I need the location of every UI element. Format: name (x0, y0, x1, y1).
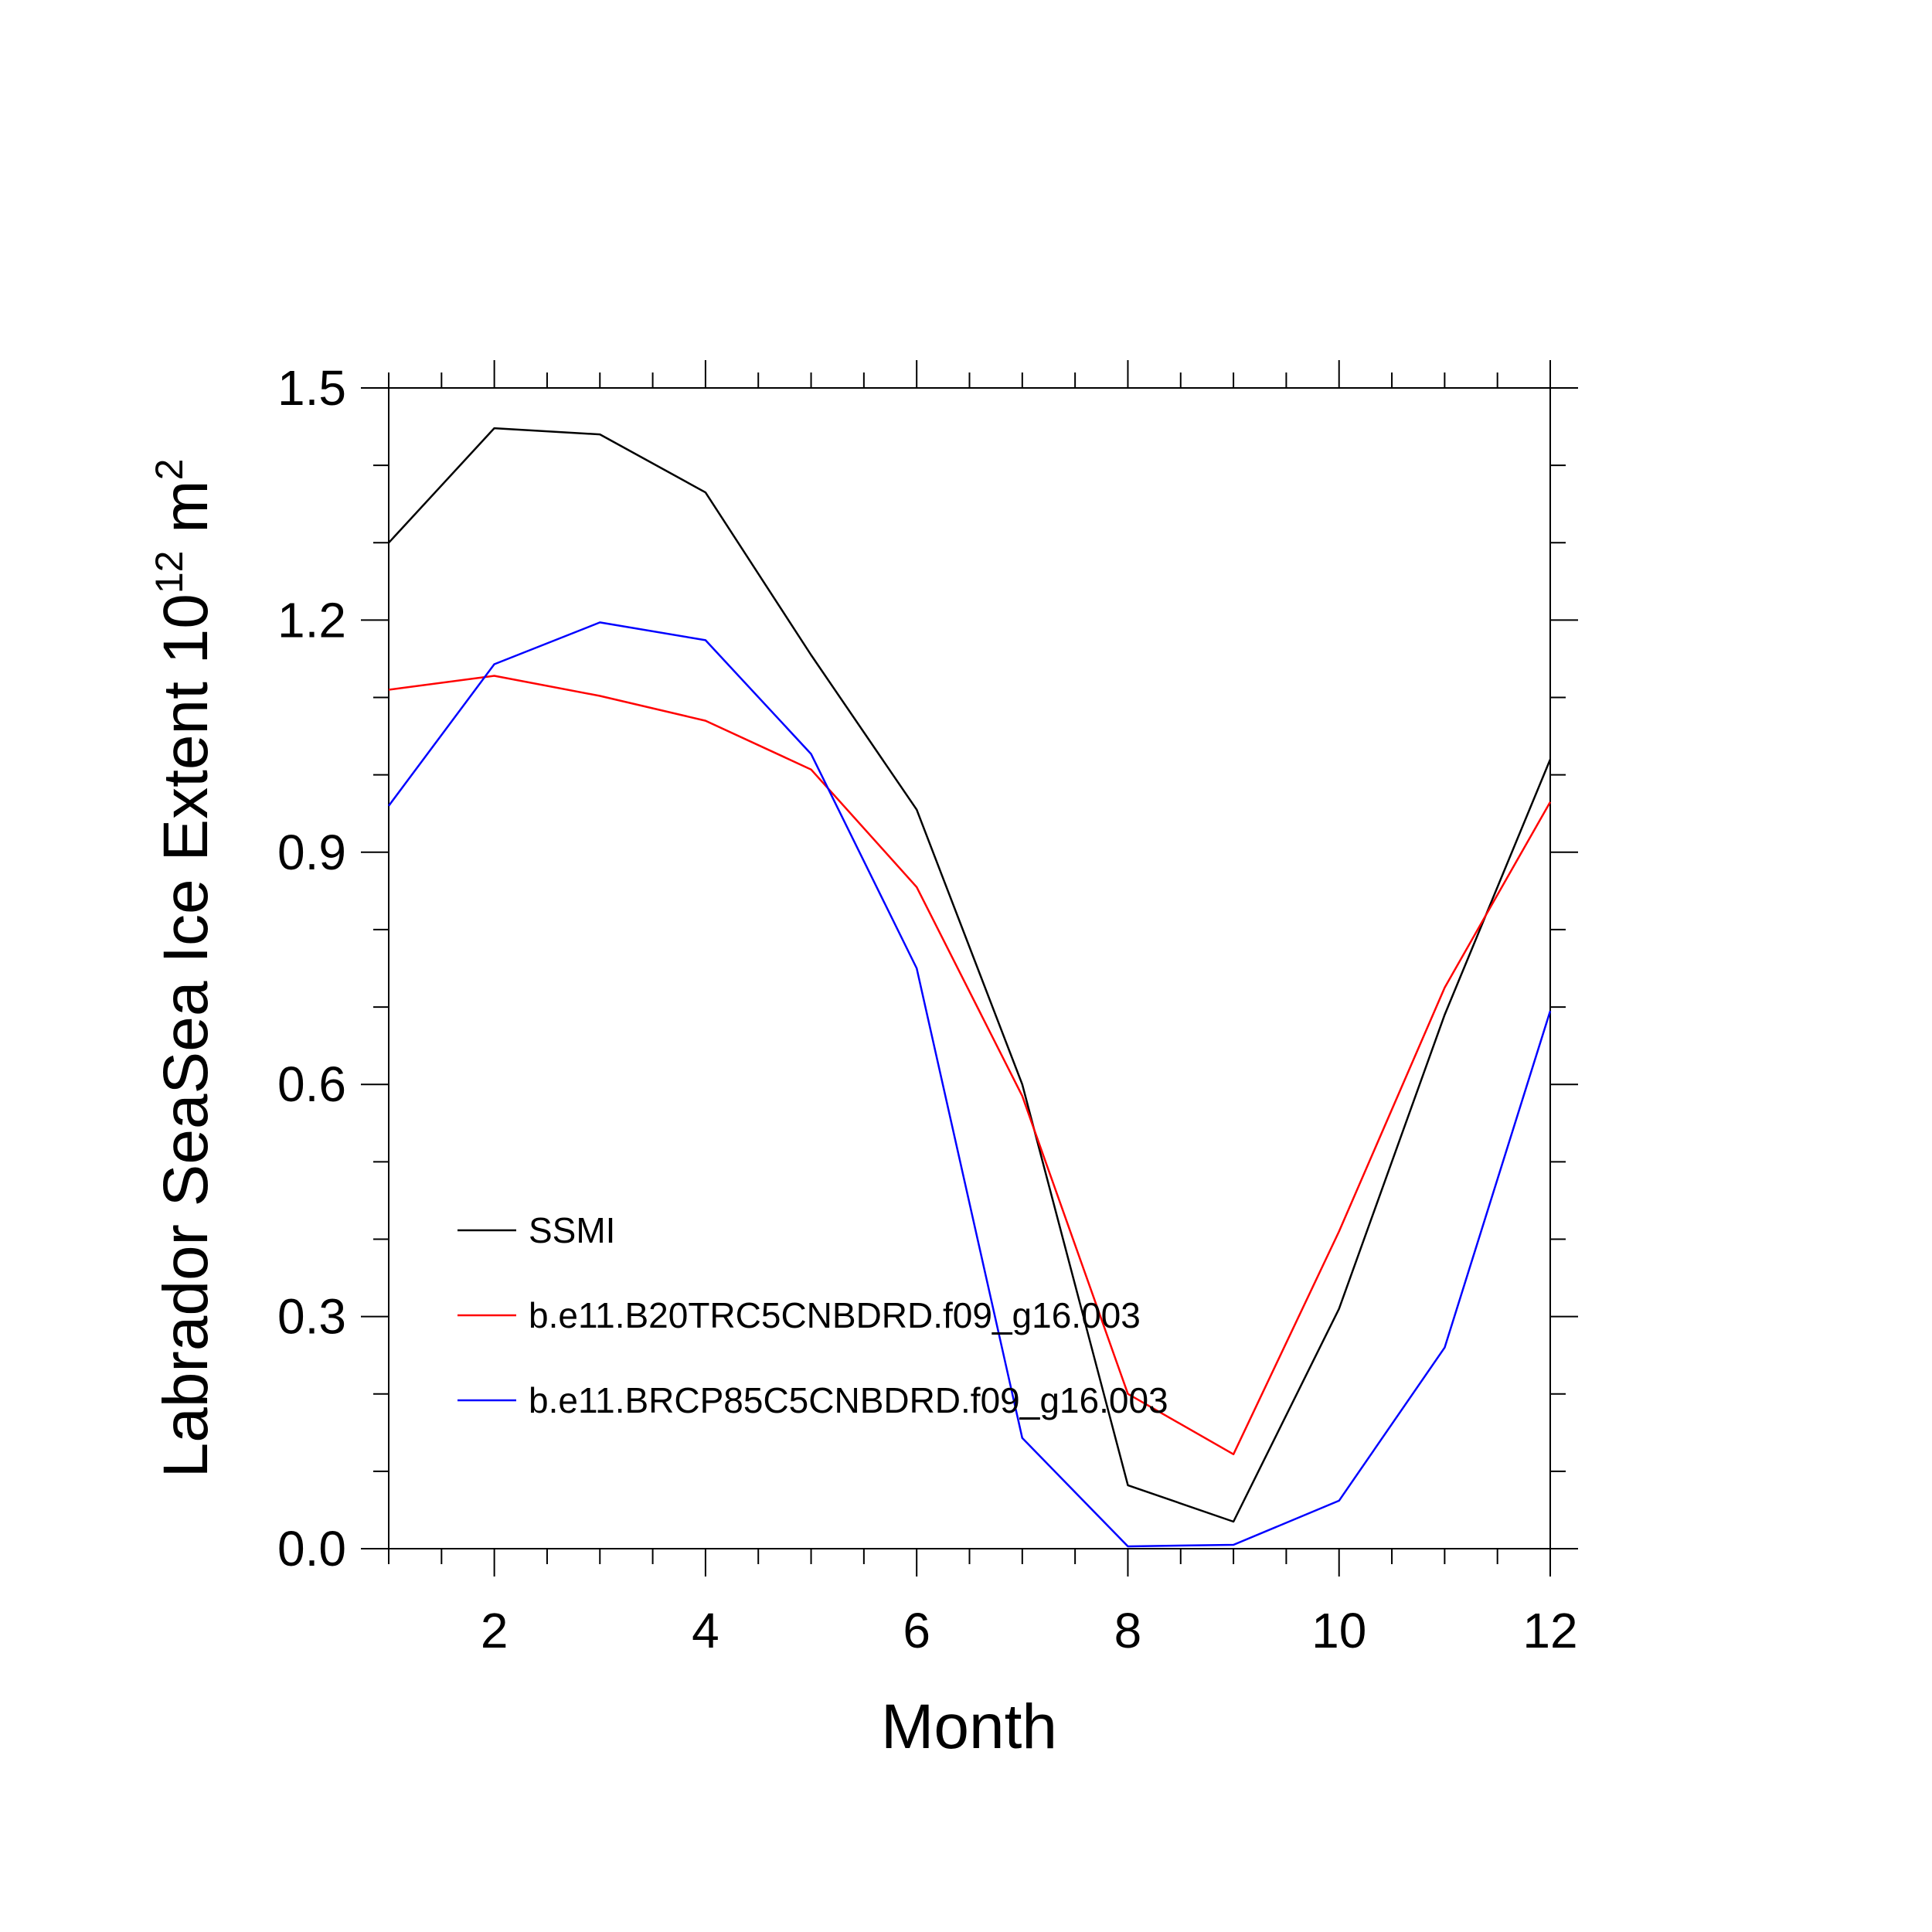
legend: SSMI b.e11.B20TRC5CNBDRD.f09_g16.003 b.e11… (457, 1210, 1168, 1420)
plot-frame (388, 387, 1551, 1549)
x-tick-label: 8 (1114, 1603, 1142, 1658)
y-axis-title-unit: m (151, 480, 221, 550)
y-tick-label: 0.0 (277, 1521, 346, 1577)
y-axis-title: Labrador SeaSea Ice Extent 1012 m2 (148, 459, 221, 1478)
series-line-2 (388, 675, 1552, 1456)
legend-label-1: SSMI (529, 1210, 615, 1250)
y-tick-label: 1.5 (277, 360, 346, 416)
x-tick-label: 12 (1522, 1603, 1577, 1658)
y-tick-label: 0.6 (277, 1056, 346, 1112)
series-line-1 (388, 427, 1552, 1523)
series-line-3 (387, 621, 1552, 1548)
legend-label-3: b.e11.BRCP85C5CNBDRD.f09_g16.003 (529, 1380, 1168, 1420)
x-tick-label: 6 (903, 1603, 930, 1658)
axis-ticks: 2 4 6 8 10 12 0.0 0.3 0.6 0.9 1.2 1.5 (277, 360, 1578, 1658)
y-axis-title-unit-exponent: 2 (148, 459, 191, 481)
y-tick-label: 1.2 (277, 592, 346, 648)
legend-label-2: b.e11.B20TRC5CNBDRD.f09_g16.003 (529, 1295, 1141, 1335)
x-axis-title: Month (881, 1692, 1057, 1762)
series-lines (387, 427, 1552, 1548)
y-tick-label: 0.9 (277, 825, 346, 880)
y-tick-label: 0.3 (277, 1289, 346, 1345)
x-tick-label: 4 (692, 1603, 719, 1658)
x-tick-label: 10 (1311, 1603, 1366, 1658)
x-tick-label: 2 (481, 1603, 509, 1658)
y-axis-title-main: Labrador SeaSea Ice Extent 10 (151, 594, 221, 1478)
y-axis-title-exponent: 12 (148, 551, 191, 594)
